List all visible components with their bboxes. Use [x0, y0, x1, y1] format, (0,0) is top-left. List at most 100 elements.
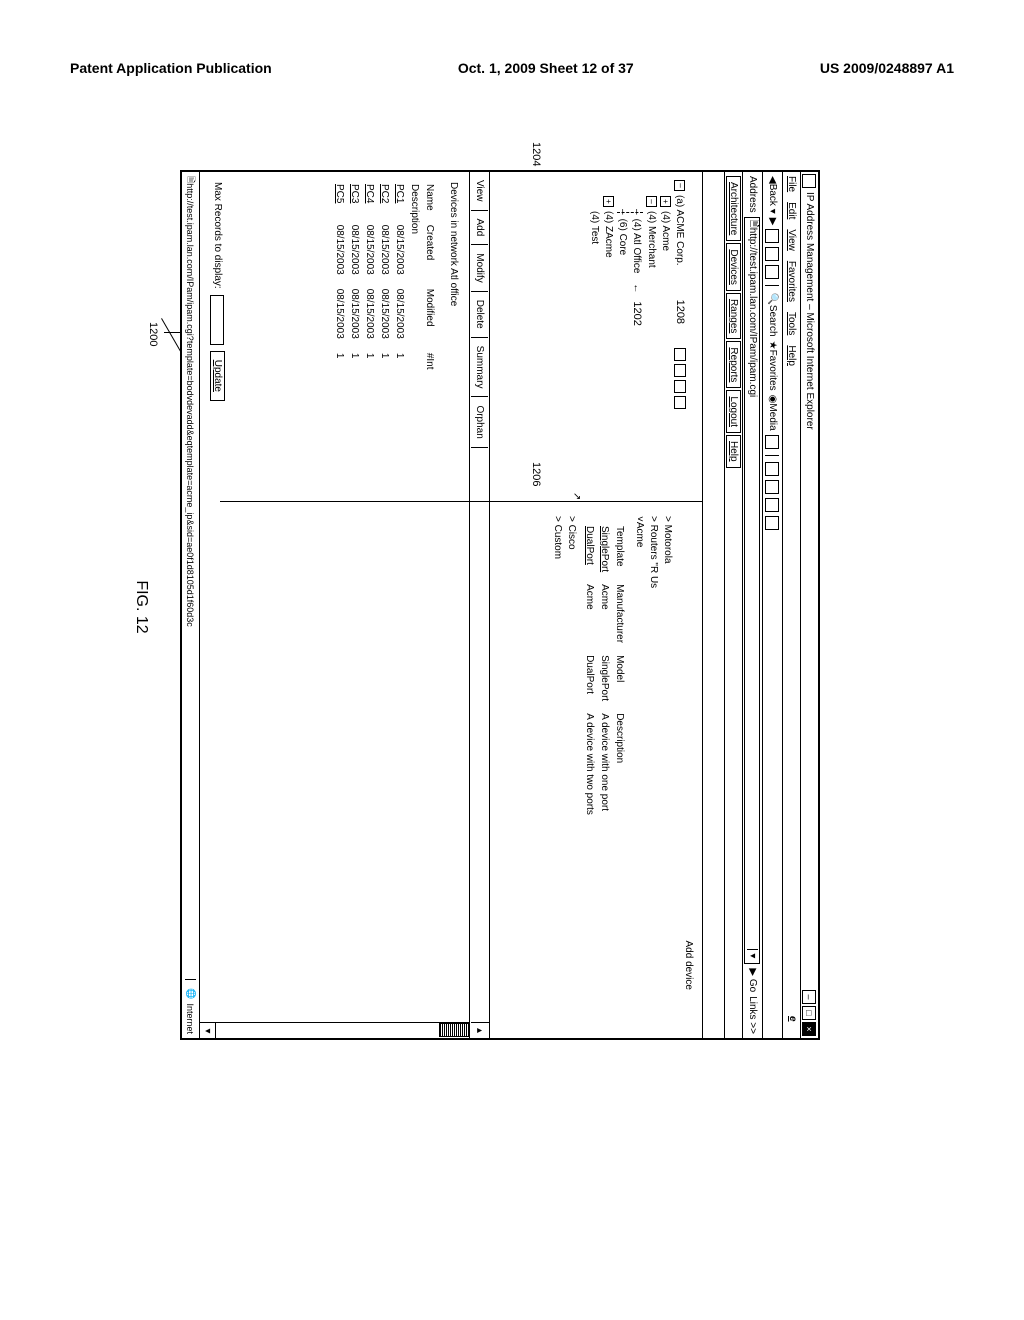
nav-logout[interactable]: Logout [726, 390, 741, 433]
print-icon[interactable] [766, 480, 780, 494]
discuss-icon[interactable] [766, 516, 780, 530]
device-link[interactable]: PC3 [349, 184, 360, 203]
tab-modify[interactable]: Modify [471, 245, 488, 291]
menubar: File Edit View Favorites Tools Help e [782, 172, 800, 1038]
scroll-down-button[interactable]: ▾ [200, 1023, 216, 1039]
toolbar: ◀Back ▾ ▶ 🔍Search ★Favorites ◉Media [762, 172, 782, 1038]
header-right: US 2009/0248897 A1 [820, 60, 954, 76]
tab-add[interactable]: Add [471, 211, 488, 246]
mfr-item[interactable]: > Routers "R Us [648, 516, 659, 1030]
mfr-item-expanded[interactable]: ˅Acme [634, 516, 645, 1030]
template-link[interactable]: SinglePort [599, 526, 610, 572]
tab-delete[interactable]: Delete [471, 292, 488, 338]
menu-help[interactable]: Help [786, 345, 797, 366]
tree-node[interactable]: – (4) Merchant [646, 196, 657, 493]
menu-file[interactable]: File [786, 176, 797, 192]
expand-icon[interactable]: + [603, 196, 614, 207]
lower-content: Devices in network Atl office Name Creat… [200, 172, 469, 1038]
tab-summary[interactable]: Summary [471, 338, 488, 398]
mfr-item[interactable]: > Motorola [662, 516, 673, 1030]
menu-tools[interactable]: Tools [786, 312, 797, 335]
tree-tool-icon[interactable] [674, 364, 686, 377]
template-link[interactable]: DualPort [584, 526, 595, 565]
media-button[interactable]: ◉Media [767, 395, 778, 431]
links-button[interactable]: Links >> [747, 996, 758, 1034]
device-link[interactable]: PC2 [379, 184, 390, 203]
tree-tool-icon[interactable] [674, 348, 686, 361]
device-row: PC208/15/200308/15/20031 [378, 184, 391, 382]
address-field[interactable]: 🗎 http://test.ipam.lan.com/IPam/ipam.cgi… [745, 217, 761, 965]
nav-devices[interactable]: Devices [726, 243, 741, 291]
device-link[interactable]: PC1 [394, 184, 405, 203]
device-row: PC108/15/200308/15/20031 [393, 184, 406, 382]
collapse-icon[interactable]: – [675, 180, 686, 191]
scroll-up-button[interactable]: ▴ [471, 1022, 489, 1038]
device-link[interactable]: PC5 [334, 184, 345, 203]
stop-icon[interactable] [766, 229, 780, 243]
address-dropdown-icon[interactable]: ▾ [747, 949, 758, 961]
maximize-button[interactable]: □ [803, 1006, 817, 1020]
addressbar: Address 🗎 http://test.ipam.lan.com/IPam/… [742, 172, 762, 1038]
lower-toolbar: View Add Modify Delete Summary Orphan ▴ [469, 172, 489, 1038]
address-label: Address [747, 176, 758, 213]
tab-view[interactable]: View [471, 172, 488, 211]
favorites-button[interactable]: ★Favorites [767, 341, 778, 391]
browser-window: IP Address Management – Microsoft Intern… [180, 170, 820, 1040]
close-button[interactable]: × [803, 1022, 817, 1036]
ref-1208: 1208 [674, 300, 686, 324]
zone-label: Internet [186, 1003, 196, 1034]
status-url: http://test.ipam.lan.com/IPam/ipam.cgi?t… [186, 183, 196, 979]
nav-architecture[interactable]: Architecture [726, 176, 741, 241]
tree-node[interactable]: + (4) ZAcme [603, 196, 614, 493]
nav-reports[interactable]: Reports [726, 341, 741, 388]
menu-favorites[interactable]: Favorites [786, 261, 797, 302]
statusbar: 🗎 http://test.ipam.lan.com/IPam/ipam.cgi… [182, 172, 200, 1038]
expand-icon[interactable]: + [660, 196, 671, 207]
app-icon [803, 174, 817, 188]
lower-section: View Add Modify Delete Summary Orphan ▴ … [200, 172, 490, 1038]
tree-leaf[interactable]: – (6) Core [617, 221, 628, 493]
tree-node[interactable]: + (4) Acme [660, 196, 671, 493]
template-row: SinglePort Acme SinglePort A device with… [598, 526, 611, 825]
device-row: PC408/15/200308/15/20031 [363, 184, 376, 382]
update-button[interactable]: Update [210, 351, 225, 401]
back-button[interactable]: ◀Back ▾ [767, 176, 778, 214]
tree-leaf[interactable]: (4) Test [589, 196, 600, 493]
scrollbar-thumb[interactable] [439, 1023, 469, 1037]
window-controls: – □ × [803, 990, 817, 1036]
mfr-item[interactable]: > Cisco [566, 516, 577, 1030]
menu-view[interactable]: View [786, 229, 797, 251]
max-records-input[interactable] [211, 295, 225, 345]
mfr-item[interactable]: > Custom [552, 516, 563, 1030]
tree-leaf[interactable]: – (4) Atl Office ← 1202 [631, 221, 643, 493]
ref-1206: 1206 [530, 462, 542, 486]
edit-icon[interactable] [766, 498, 780, 512]
address-url: http://test.ipam.lan.com/IPam/ipam.cgi [747, 228, 758, 398]
max-records-label: Max Records to display: [212, 182, 223, 289]
device-link[interactable]: PC4 [364, 184, 375, 203]
tree-tool-icon[interactable] [674, 396, 686, 409]
nav-ranges[interactable]: Ranges [726, 293, 741, 339]
ref-1204: 1204 [530, 142, 542, 166]
history-icon[interactable] [766, 435, 780, 449]
tree-tool-icon[interactable] [674, 380, 686, 393]
minimize-button[interactable]: – [803, 990, 817, 1004]
nav-help[interactable]: Help [726, 435, 741, 468]
collapse-icon[interactable]: – [646, 196, 657, 207]
refresh-icon[interactable] [766, 247, 780, 261]
scrollbar[interactable]: ▾ [200, 1022, 469, 1038]
go-button[interactable]: ▶ Go [747, 968, 758, 992]
ie-logo-icon: e [785, 1016, 799, 1034]
add-device-link[interactable]: Add device [683, 516, 694, 1030]
tab-orphan[interactable]: Orphan [471, 397, 488, 447]
menu-edit[interactable]: Edit [786, 202, 797, 219]
tree-root-row[interactable]: – (a) ACME Corp. 1208 [674, 180, 686, 493]
template-table: Template Manufacturer Model Description … [581, 524, 628, 827]
home-icon[interactable] [766, 265, 780, 279]
forward-button[interactable]: ▶ [767, 218, 778, 226]
mail-icon[interactable] [766, 462, 780, 476]
search-button[interactable]: 🔍Search [767, 292, 778, 336]
device-row: PC308/15/200308/15/20031 [348, 184, 361, 382]
header-left: Patent Application Publication [70, 60, 272, 76]
ref-1202: 1202 [631, 301, 643, 325]
